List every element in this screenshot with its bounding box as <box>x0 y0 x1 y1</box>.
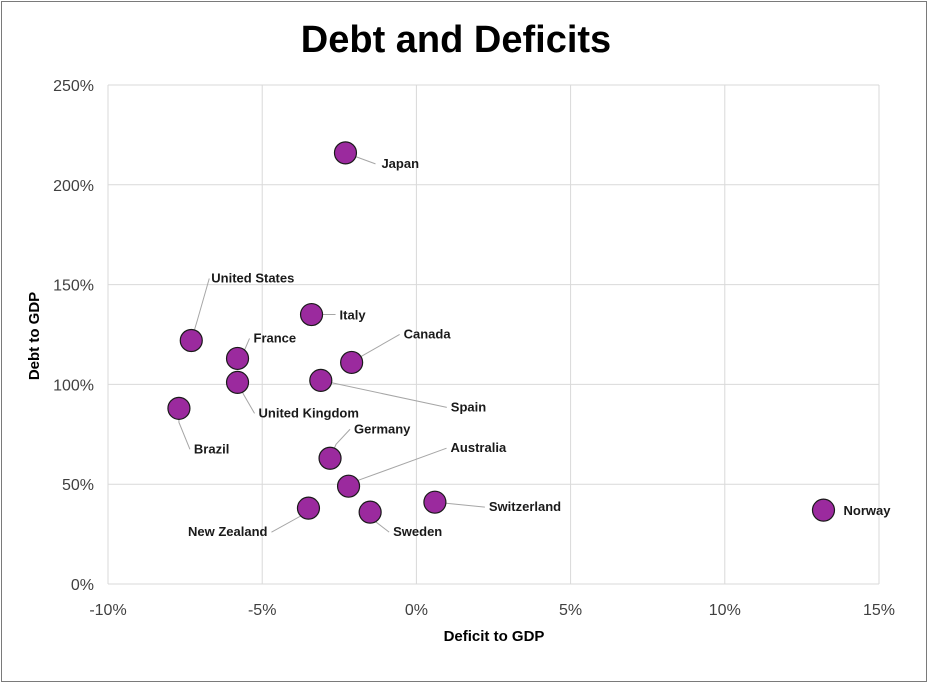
x-axis-title: Deficit to GDP <box>444 628 545 645</box>
data-point-united-kingdom <box>225 370 250 395</box>
data-point-united-states <box>179 328 203 353</box>
leader-line-australia <box>348 447 447 487</box>
x-tick-label: -5% <box>248 602 276 619</box>
data-point-italy <box>299 302 324 327</box>
x-tick-label: 5% <box>559 602 582 619</box>
y-tick-label: 250% <box>53 78 94 95</box>
data-point-brazil <box>167 396 191 420</box>
y-tick-label: 0% <box>71 577 94 594</box>
data-point-new-zealand <box>296 496 321 520</box>
data-label-italy: Italy <box>340 308 367 323</box>
axes: 0% 50% 100% 150% 200% 250% -10% -5% 0% 5% 10% 15% <box>53 78 895 619</box>
y-tick-label: 200% <box>53 178 94 195</box>
data-point-germany <box>318 446 342 470</box>
data-point-canada <box>340 350 364 375</box>
y-tick-label: 150% <box>53 278 94 295</box>
chart-title: Debt and Deficits <box>301 19 611 61</box>
data-label-japan: Japan <box>381 156 419 171</box>
x-tick-label: 0% <box>405 602 428 619</box>
data-point-spain <box>309 368 333 393</box>
data-label-brazil: Brazil <box>194 441 229 456</box>
data-label-sweden: Sweden <box>393 524 442 539</box>
data-label-canada: Canada <box>404 326 452 341</box>
data-label-united-states: United States <box>211 270 294 285</box>
x-tick-label: 10% <box>709 602 741 619</box>
y-tick-label: 50% <box>62 477 94 494</box>
data-point-switzerland <box>423 490 447 514</box>
data-label-spain: Spain <box>451 399 486 414</box>
data-label-australia: Australia <box>451 440 507 455</box>
data-point-sweden <box>358 500 382 524</box>
x-tick-label: 15% <box>863 602 895 619</box>
data-labels: Japan United States Italy Canada France Unite… <box>188 156 891 539</box>
data-point-australia <box>336 474 361 498</box>
y-tick-label: 100% <box>53 377 94 394</box>
data-label-germany: Germany <box>354 421 411 436</box>
data-label-new-zealand: New Zealand <box>188 524 268 539</box>
data-point-norway <box>811 498 836 522</box>
data-points <box>167 141 836 524</box>
data-point-japan <box>333 141 358 165</box>
data-point-france <box>225 346 250 371</box>
x-tick-label: -10% <box>89 602 126 619</box>
data-label-france: France <box>254 330 297 345</box>
leader-line-spain <box>320 379 447 408</box>
data-label-norway: Norway <box>843 503 891 518</box>
y-axis-title: Debt to GDP <box>26 292 43 380</box>
leader-lines <box>178 152 485 533</box>
data-label-switzerland: Switzerland <box>489 499 561 514</box>
data-label-united-kingdom: United Kingdom <box>259 405 359 420</box>
